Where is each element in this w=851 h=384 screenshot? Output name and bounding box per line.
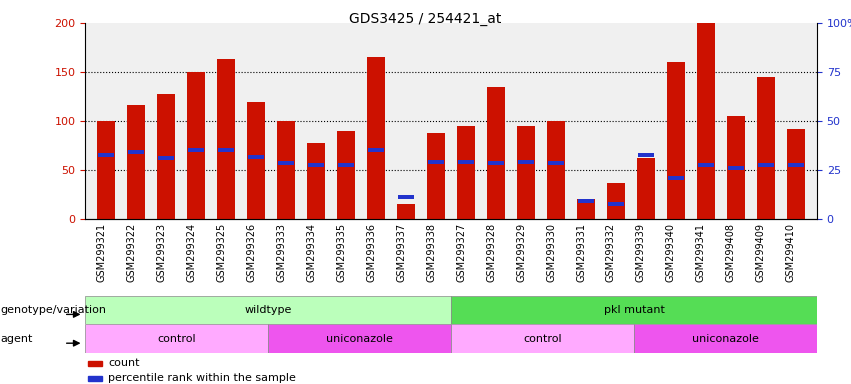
Text: GSM299331: GSM299331 bbox=[576, 223, 586, 282]
Bar bbox=[85, 296, 451, 324]
Bar bbox=[85, 324, 268, 353]
Bar bbox=[758, 163, 774, 167]
Bar bbox=[668, 176, 683, 180]
Text: GSM299335: GSM299335 bbox=[336, 223, 346, 282]
Text: GSM299341: GSM299341 bbox=[696, 223, 706, 282]
Bar bbox=[158, 156, 174, 160]
Text: GSM299325: GSM299325 bbox=[216, 223, 226, 282]
Bar bbox=[638, 153, 654, 157]
Bar bbox=[757, 77, 775, 219]
Text: pkl mutant: pkl mutant bbox=[603, 305, 665, 315]
Bar bbox=[697, 23, 715, 219]
Bar bbox=[247, 103, 265, 219]
Text: GSM299327: GSM299327 bbox=[456, 223, 466, 282]
Bar bbox=[337, 131, 355, 219]
Text: GSM299322: GSM299322 bbox=[126, 223, 136, 282]
Bar bbox=[89, 376, 101, 381]
Bar bbox=[97, 121, 115, 219]
Bar bbox=[248, 155, 264, 159]
Bar bbox=[699, 163, 714, 167]
Text: GSM299337: GSM299337 bbox=[396, 223, 406, 282]
Bar bbox=[667, 62, 685, 219]
Bar bbox=[608, 202, 624, 206]
Bar bbox=[217, 59, 235, 219]
Text: GSM299340: GSM299340 bbox=[666, 223, 676, 282]
Bar bbox=[367, 57, 385, 219]
Bar bbox=[129, 151, 144, 154]
Bar bbox=[788, 163, 803, 167]
Bar bbox=[278, 161, 294, 165]
Bar bbox=[634, 324, 817, 353]
Bar bbox=[157, 94, 175, 219]
Bar bbox=[637, 158, 655, 219]
Bar bbox=[307, 142, 325, 219]
Text: genotype/variation: genotype/variation bbox=[1, 305, 107, 315]
Bar bbox=[268, 324, 451, 353]
Bar bbox=[457, 126, 475, 219]
Bar bbox=[368, 148, 384, 152]
Text: GSM299409: GSM299409 bbox=[756, 223, 766, 282]
Text: GSM299323: GSM299323 bbox=[156, 223, 166, 282]
Text: count: count bbox=[108, 358, 140, 368]
Text: GSM299330: GSM299330 bbox=[546, 223, 556, 282]
Text: GSM299329: GSM299329 bbox=[516, 223, 526, 282]
Bar bbox=[219, 148, 234, 152]
Text: percentile rank within the sample: percentile rank within the sample bbox=[108, 373, 296, 383]
Text: GSM299336: GSM299336 bbox=[366, 223, 376, 282]
Bar bbox=[127, 105, 145, 219]
Bar bbox=[487, 87, 505, 219]
Bar bbox=[518, 160, 534, 164]
Text: GSM299410: GSM299410 bbox=[786, 223, 796, 282]
Text: GSM299332: GSM299332 bbox=[606, 223, 616, 282]
Text: GDS3425 / 254421_at: GDS3425 / 254421_at bbox=[349, 12, 502, 25]
Text: GSM299333: GSM299333 bbox=[276, 223, 286, 282]
Bar bbox=[428, 160, 443, 164]
Bar bbox=[577, 199, 595, 219]
Bar bbox=[188, 148, 203, 152]
Bar bbox=[607, 183, 625, 219]
Bar bbox=[517, 126, 535, 219]
Bar bbox=[488, 161, 504, 165]
Bar bbox=[99, 153, 114, 157]
Bar bbox=[727, 116, 745, 219]
Text: GSM299326: GSM299326 bbox=[246, 223, 256, 282]
Text: GSM299338: GSM299338 bbox=[426, 223, 436, 282]
Text: wildtype: wildtype bbox=[244, 305, 292, 315]
Bar bbox=[787, 129, 805, 219]
Bar bbox=[277, 121, 295, 219]
Bar bbox=[398, 195, 414, 199]
Text: GSM299324: GSM299324 bbox=[186, 223, 196, 282]
Text: control: control bbox=[157, 334, 196, 344]
Bar bbox=[308, 163, 323, 167]
Text: control: control bbox=[523, 334, 562, 344]
Text: GSM299321: GSM299321 bbox=[96, 223, 106, 282]
Text: GSM299334: GSM299334 bbox=[306, 223, 316, 282]
Bar bbox=[339, 163, 354, 167]
Bar bbox=[187, 72, 205, 219]
Bar bbox=[548, 161, 563, 165]
Text: GSM299328: GSM299328 bbox=[486, 223, 496, 282]
Bar bbox=[579, 199, 594, 203]
Text: GSM299408: GSM299408 bbox=[726, 223, 736, 282]
Bar bbox=[89, 361, 101, 366]
Bar bbox=[427, 133, 445, 219]
Text: uniconazole: uniconazole bbox=[692, 334, 759, 344]
Bar bbox=[451, 324, 634, 353]
Bar bbox=[451, 296, 817, 324]
Bar bbox=[459, 160, 474, 164]
Bar bbox=[728, 166, 744, 170]
Bar bbox=[397, 204, 415, 219]
Text: uniconazole: uniconazole bbox=[326, 334, 393, 344]
Text: GSM299339: GSM299339 bbox=[636, 223, 646, 282]
Text: agent: agent bbox=[1, 334, 33, 344]
Bar bbox=[547, 121, 565, 219]
